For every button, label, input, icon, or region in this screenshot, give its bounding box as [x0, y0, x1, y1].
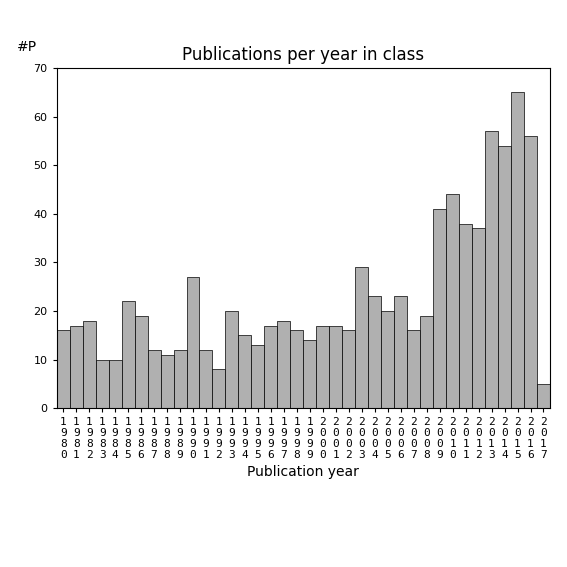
Bar: [109, 359, 121, 408]
Title: Publications per year in class: Publications per year in class: [182, 46, 425, 64]
Bar: [368, 297, 381, 408]
Bar: [290, 331, 303, 408]
Bar: [200, 350, 213, 408]
Bar: [174, 350, 187, 408]
Bar: [394, 297, 407, 408]
Bar: [316, 325, 329, 408]
Bar: [57, 331, 70, 408]
X-axis label: Publication year: Publication year: [247, 465, 359, 479]
Bar: [251, 345, 264, 408]
Bar: [134, 316, 147, 408]
Bar: [524, 136, 537, 408]
Bar: [121, 301, 134, 408]
Bar: [537, 384, 550, 408]
Text: #P: #P: [17, 40, 37, 54]
Bar: [498, 146, 511, 408]
Bar: [303, 340, 316, 408]
Bar: [511, 92, 524, 408]
Bar: [407, 331, 420, 408]
Bar: [187, 277, 200, 408]
Bar: [420, 316, 433, 408]
Bar: [381, 311, 394, 408]
Bar: [356, 267, 368, 408]
Bar: [485, 131, 498, 408]
Bar: [446, 194, 459, 408]
Bar: [147, 350, 160, 408]
Bar: [239, 335, 251, 408]
Bar: [160, 355, 174, 408]
Bar: [96, 359, 109, 408]
Bar: [342, 331, 356, 408]
Bar: [459, 223, 472, 408]
Bar: [472, 229, 485, 408]
Bar: [264, 325, 277, 408]
Bar: [277, 321, 290, 408]
Bar: [70, 325, 83, 408]
Bar: [329, 325, 342, 408]
Bar: [213, 369, 226, 408]
Bar: [226, 311, 239, 408]
Bar: [433, 209, 446, 408]
Bar: [83, 321, 96, 408]
